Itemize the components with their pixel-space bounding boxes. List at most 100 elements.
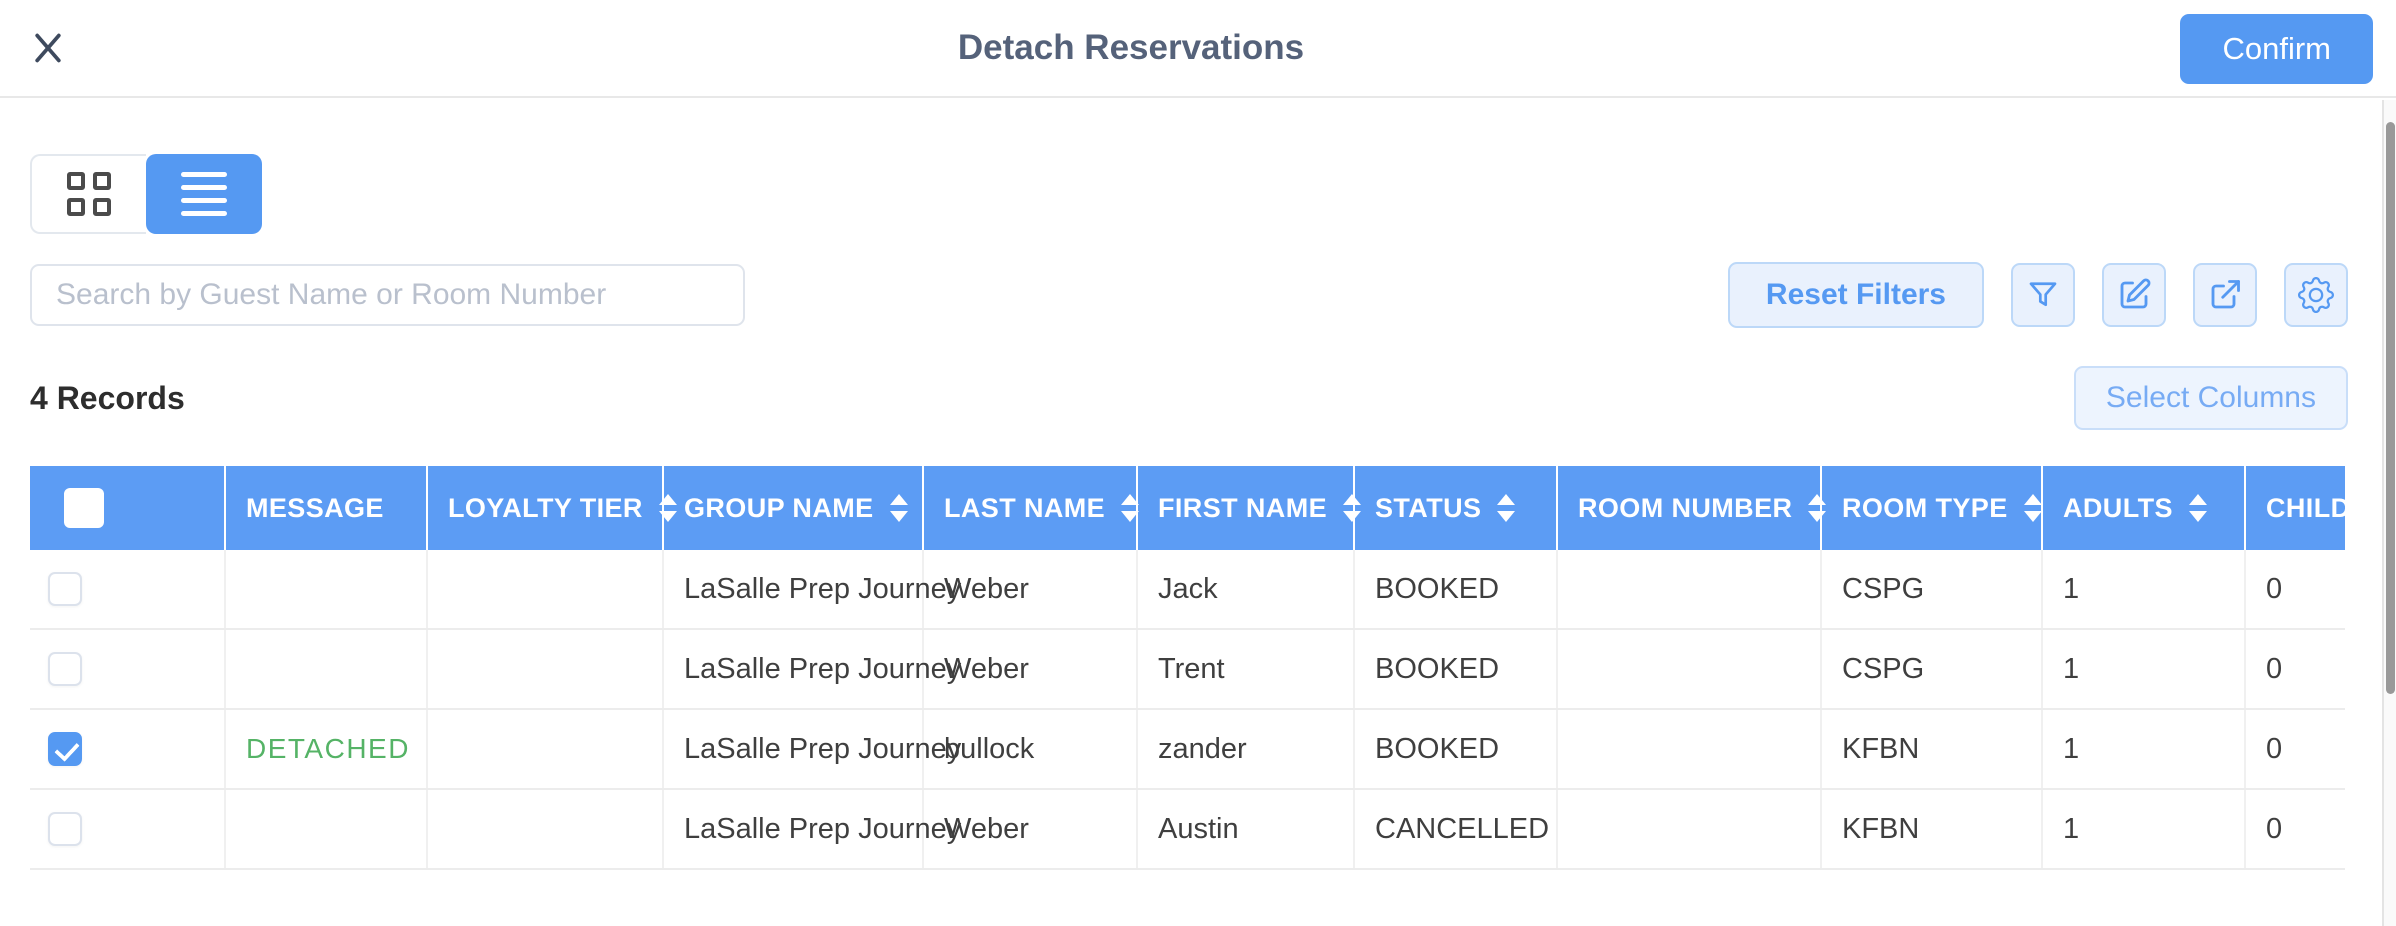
cell-group-name: LaSalle Prep Journey <box>664 630 961 708</box>
cell-loyalty-tier <box>428 790 664 868</box>
grid-icon <box>67 172 111 216</box>
table-row: LaSalle Prep Journey Weber Trent BOOKED … <box>30 630 2345 710</box>
cell-message <box>226 630 428 708</box>
open-external-button[interactable] <box>2193 263 2257 327</box>
sort-icon[interactable] <box>658 494 677 522</box>
cell-children: 0 <box>2246 630 2345 708</box>
page-title: Detach Reservations <box>957 28 1305 67</box>
cell-children: 0 <box>2246 550 2345 628</box>
cell-children: 0 <box>2246 790 2345 868</box>
row-checkbox[interactable] <box>48 812 82 846</box>
close-icon <box>28 28 68 68</box>
records-count: 4 Records <box>30 379 185 416</box>
cell-loyalty-tier <box>428 710 664 788</box>
cell-first-name: Jack <box>1138 550 1355 628</box>
cell-last-name: Weber <box>924 550 1138 628</box>
cell-first-name: Trent <box>1138 630 1355 708</box>
cell-message: DETACHED <box>226 710 428 788</box>
list-view-button[interactable] <box>146 154 262 234</box>
header-message: MESSAGE <box>226 466 428 550</box>
cell-first-name: zander <box>1138 710 1355 788</box>
cell-message <box>226 550 428 628</box>
external-link-icon <box>2207 277 2243 313</box>
cell-loyalty-tier <box>428 630 664 708</box>
sort-icon[interactable] <box>1343 494 1361 522</box>
cell-group-name: LaSalle Prep Journey <box>664 790 961 868</box>
sort-icon[interactable] <box>1121 494 1140 522</box>
cell-status: BOOKED <box>1355 630 1558 708</box>
cell-adults: 1 <box>2043 630 2246 708</box>
row-select-cell <box>30 630 226 708</box>
cell-last-name: bullock <box>924 710 1138 788</box>
search-input[interactable] <box>30 264 745 326</box>
header-first-name[interactable]: FIRST NAME <box>1138 466 1361 550</box>
cell-room-number <box>1558 790 1822 868</box>
cell-loyalty-tier <box>428 550 664 628</box>
cell-adults: 1 <box>2043 790 2246 868</box>
row-checkbox[interactable] <box>48 652 82 686</box>
grid-view-button[interactable] <box>30 154 146 234</box>
header-children[interactable]: CHILDREN <box>2246 466 2345 550</box>
table-row: DETACHED LaSalle Prep Journey bullock za… <box>30 710 2345 790</box>
view-toggle <box>30 154 2396 234</box>
row-select-cell <box>30 550 226 628</box>
header-room-number[interactable]: ROOM NUMBER <box>1558 466 1827 550</box>
cell-message <box>226 790 428 868</box>
cell-room-type: KFBN <box>1822 710 2043 788</box>
header-room-type[interactable]: ROOM TYPE <box>1822 466 2043 550</box>
cell-group-name: LaSalle Prep Journey <box>664 710 961 788</box>
cell-room-number <box>1558 710 1822 788</box>
list-lines-icon <box>181 172 227 216</box>
filter-button[interactable] <box>2011 263 2075 327</box>
modal-header: Detach Reservations Confirm <box>0 0 2396 98</box>
sort-icon[interactable] <box>2023 494 2042 522</box>
row-checkbox[interactable] <box>48 732 82 766</box>
cell-room-number <box>1558 550 1822 628</box>
table-row: LaSalle Prep Journey Weber Austin CANCEL… <box>30 790 2345 870</box>
reservations-table: MESSAGE LOYALTY TIER GROUP NAME LAST NAM… <box>30 466 2345 870</box>
header-adults[interactable]: ADULTS <box>2043 466 2246 550</box>
cell-room-type: KFBN <box>1822 790 2043 868</box>
gear-icon <box>2298 277 2334 313</box>
header-last-name[interactable]: LAST NAME <box>924 466 1140 550</box>
sort-icon[interactable] <box>2188 494 2207 522</box>
cell-children: 0 <box>2246 710 2345 788</box>
modal-body: Reset Filters <box>0 154 2396 870</box>
cell-adults: 1 <box>2043 550 2246 628</box>
cell-last-name: Weber <box>924 630 1138 708</box>
header-loyalty-tier[interactable]: LOYALTY TIER <box>428 466 677 550</box>
select-columns-button[interactable]: Select Columns <box>2073 366 2348 430</box>
cell-status: BOOKED <box>1355 710 1558 788</box>
vertical-scrollbar[interactable] <box>2382 100 2396 926</box>
search-toolbar: Reset Filters <box>30 262 2396 328</box>
cell-last-name: Weber <box>924 790 1138 868</box>
close-button[interactable] <box>26 26 70 70</box>
table-header-row: MESSAGE LOYALTY TIER GROUP NAME LAST NAM… <box>30 466 2345 550</box>
pencil-square-icon <box>2116 277 2152 313</box>
funnel-icon <box>2025 277 2061 313</box>
sort-icon[interactable] <box>889 494 908 522</box>
row-select-cell <box>30 710 226 788</box>
confirm-button[interactable]: Confirm <box>2180 14 2373 84</box>
cell-room-type: CSPG <box>1822 550 2043 628</box>
reset-filters-button[interactable]: Reset Filters <box>1727 262 1984 328</box>
row-select-cell <box>30 790 226 868</box>
settings-button[interactable] <box>2284 263 2348 327</box>
sort-icon[interactable] <box>1808 494 1827 522</box>
select-all-checkbox[interactable] <box>64 488 104 528</box>
edit-button[interactable] <box>2102 263 2166 327</box>
records-row: 4 Records Select Columns <box>30 366 2396 430</box>
cell-room-number <box>1558 630 1822 708</box>
toolbar-actions: Reset Filters <box>1727 262 2348 328</box>
sort-icon[interactable] <box>1497 494 1516 522</box>
cell-status: BOOKED <box>1355 550 1558 628</box>
cell-group-name: LaSalle Prep Journey <box>664 550 961 628</box>
cell-room-type: CSPG <box>1822 630 2043 708</box>
scrollbar-thumb[interactable] <box>2386 122 2395 694</box>
row-checkbox[interactable] <box>48 572 82 606</box>
table-row: LaSalle Prep Journey Weber Jack BOOKED C… <box>30 550 2345 630</box>
header-select-all-cell <box>30 466 226 550</box>
header-group-name[interactable]: GROUP NAME <box>664 466 924 550</box>
header-status[interactable]: STATUS <box>1355 466 1558 550</box>
cell-adults: 1 <box>2043 710 2246 788</box>
